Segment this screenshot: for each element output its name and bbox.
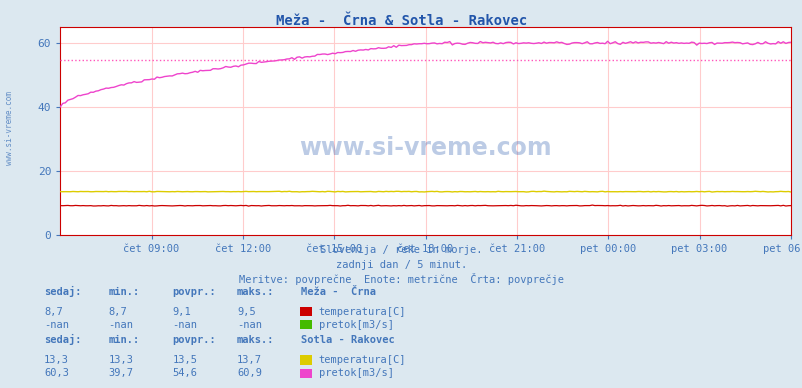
Text: www.si-vreme.com: www.si-vreme.com xyxy=(299,135,551,159)
Text: -nan: -nan xyxy=(44,320,69,330)
Text: pretok[m3/s]: pretok[m3/s] xyxy=(318,368,393,378)
Text: sedaj:: sedaj: xyxy=(44,334,82,345)
Text: 60,9: 60,9 xyxy=(237,368,261,378)
Text: Slovenija / reke in morje.: Slovenija / reke in morje. xyxy=(320,245,482,255)
Text: povpr.:: povpr.: xyxy=(172,335,216,345)
Text: min.:: min.: xyxy=(108,287,140,297)
Text: 8,7: 8,7 xyxy=(44,307,63,317)
Text: Sotla - Rakovec: Sotla - Rakovec xyxy=(301,335,395,345)
Text: 13,7: 13,7 xyxy=(237,355,261,365)
Text: Meža -  Črna & Sotla - Rakovec: Meža - Črna & Sotla - Rakovec xyxy=(276,14,526,28)
Text: maks.:: maks.: xyxy=(237,335,274,345)
Text: temperatura[C]: temperatura[C] xyxy=(318,355,406,365)
Text: 13,3: 13,3 xyxy=(108,355,133,365)
Text: povpr.:: povpr.: xyxy=(172,287,216,297)
Text: min.:: min.: xyxy=(108,335,140,345)
Text: 8,7: 8,7 xyxy=(108,307,127,317)
Text: pretok[m3/s]: pretok[m3/s] xyxy=(318,320,393,330)
Text: 13,3: 13,3 xyxy=(44,355,69,365)
Text: 9,1: 9,1 xyxy=(172,307,191,317)
Text: temperatura[C]: temperatura[C] xyxy=(318,307,406,317)
Text: Meritve: povprečne  Enote: metrične  Črta: povprečje: Meritve: povprečne Enote: metrične Črta:… xyxy=(239,273,563,285)
Text: 9,5: 9,5 xyxy=(237,307,255,317)
Text: 13,5: 13,5 xyxy=(172,355,197,365)
Text: Meža -  Črna: Meža - Črna xyxy=(301,287,375,297)
Text: -nan: -nan xyxy=(108,320,133,330)
Text: -nan: -nan xyxy=(172,320,197,330)
Text: 60,3: 60,3 xyxy=(44,368,69,378)
Text: sedaj:: sedaj: xyxy=(44,286,82,297)
Text: 54,6: 54,6 xyxy=(172,368,197,378)
Text: www.si-vreme.com: www.si-vreme.com xyxy=(5,91,14,165)
Text: 39,7: 39,7 xyxy=(108,368,133,378)
Text: -nan: -nan xyxy=(237,320,261,330)
Text: maks.:: maks.: xyxy=(237,287,274,297)
Text: zadnji dan / 5 minut.: zadnji dan / 5 minut. xyxy=(335,260,467,270)
